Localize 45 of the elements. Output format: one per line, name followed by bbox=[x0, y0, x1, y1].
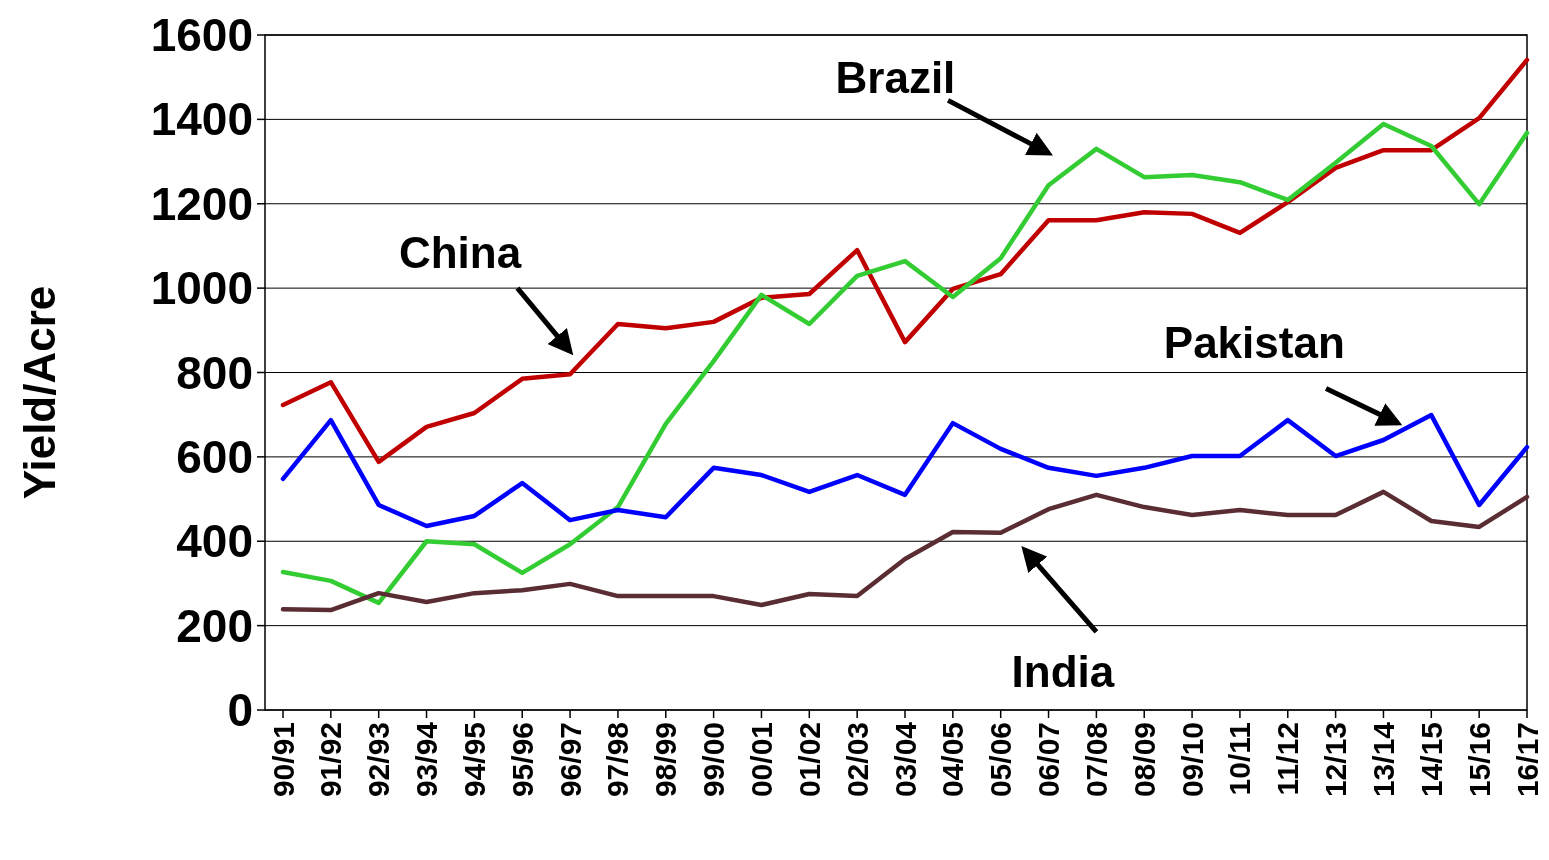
y-tick-label: 200 bbox=[176, 599, 253, 652]
x-tick-label: 03/04 bbox=[888, 721, 922, 798]
series-label: Pakistan bbox=[1163, 318, 1345, 368]
y-tick-label: 1400 bbox=[150, 93, 253, 146]
y-tick-label: 1000 bbox=[150, 262, 253, 315]
x-tick-label: 07/08 bbox=[1079, 722, 1113, 798]
x-tick-label: 05/06 bbox=[984, 722, 1018, 798]
x-tick-label: 02/03 bbox=[840, 722, 874, 798]
x-tick-label: 00/01 bbox=[744, 722, 778, 798]
x-tick-label: 06/07 bbox=[1032, 722, 1066, 798]
y-tick-label: 600 bbox=[176, 430, 253, 483]
x-tick-label: 90/91 bbox=[266, 722, 300, 798]
y-tick-label: 400 bbox=[176, 515, 253, 568]
x-tick-label: 04/05 bbox=[936, 722, 970, 798]
y-tick-label: 1200 bbox=[150, 177, 253, 230]
x-tick-label: 13/14 bbox=[1366, 721, 1400, 798]
text: Brazil bbox=[835, 52, 956, 102]
x-tick-label: 16/17 bbox=[1510, 722, 1544, 798]
x-tick-label: 99/00 bbox=[697, 722, 731, 798]
x-tick-label: 91/92 bbox=[314, 722, 348, 798]
x-tick-label: 01/02 bbox=[792, 722, 826, 798]
line-series bbox=[280, 489, 1530, 613]
x-tick-label: 94/95 bbox=[457, 722, 491, 798]
x-tick-label: 97/98 bbox=[601, 722, 635, 798]
x-tick-label: 10/11 bbox=[1223, 722, 1257, 796]
y-tick-label: 800 bbox=[176, 346, 253, 399]
x-tick-label: 11/12 bbox=[1271, 722, 1305, 796]
x-tick-label: 14/15 bbox=[1414, 722, 1448, 798]
text: China bbox=[398, 227, 522, 277]
x-tick-label: 08/09 bbox=[1127, 722, 1161, 798]
y-axis-title: Yield/Acre bbox=[15, 285, 65, 500]
line-series bbox=[280, 121, 1530, 606]
line-series bbox=[280, 412, 1530, 529]
line-series bbox=[280, 57, 1530, 465]
y-tick-label: 1600 bbox=[150, 9, 253, 62]
x-tick-label: 98/99 bbox=[649, 722, 683, 798]
x-tick-label: 95/96 bbox=[505, 722, 539, 798]
x-tick-label: 15/16 bbox=[1462, 722, 1496, 798]
x-tick-label: 93/94 bbox=[410, 721, 444, 798]
y-tick-label: 0 bbox=[227, 684, 253, 737]
x-tick-label: 96/97 bbox=[553, 722, 587, 798]
x-tick-label: 09/10 bbox=[1175, 722, 1209, 798]
x-tick-label: 12/13 bbox=[1319, 722, 1353, 798]
text: India bbox=[1011, 647, 1115, 697]
x-tick-label: 92/93 bbox=[362, 722, 396, 798]
